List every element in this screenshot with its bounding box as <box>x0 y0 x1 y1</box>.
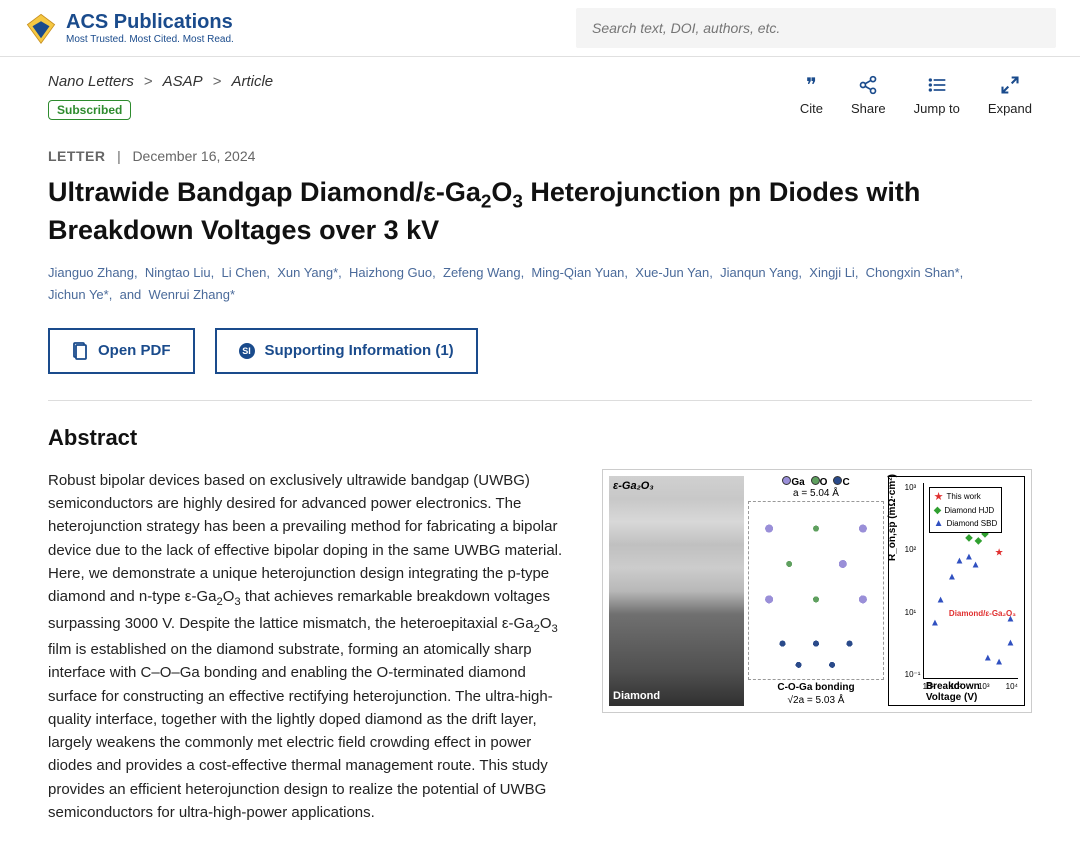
divider <box>48 400 1032 401</box>
lattice-diagram <box>748 501 883 680</box>
author[interactable]: Zefeng Wang, <box>443 265 524 280</box>
author[interactable]: Li Chen, <box>222 265 270 280</box>
author[interactable]: Ningtao Liu, <box>145 265 214 280</box>
breadcrumb-item[interactable]: ASAP <box>163 73 203 90</box>
authors-list: Jianguo Zhang, Ningtao Liu, Li Chen, Xun… <box>48 262 1032 306</box>
breadcrumb: Nano Letters > ASAP > Article <box>48 73 273 90</box>
chart-legend: ★This work ◆Diamond HJD ▲Diamond SBD <box>929 487 1003 533</box>
breadcrumb-sep: > <box>144 73 153 90</box>
figure-panel-lattice: Ga O C a = 5.04 Å C-O-Ga bonding √2a = 5… <box>748 476 883 706</box>
chart-ylabel: R_on,sp (mΩ·cm²) <box>887 474 898 561</box>
brand-name: ACS Publications <box>66 11 234 34</box>
author[interactable]: Jianguo Zhang, <box>48 265 138 280</box>
expand-icon <box>1000 73 1020 97</box>
breadcrumb-sep: > <box>213 73 222 90</box>
author[interactable]: Haizhong Guo, <box>349 265 436 280</box>
share-icon <box>858 73 878 97</box>
author[interactable]: Jichun Ye*, <box>48 287 112 302</box>
jumpto-button[interactable]: Jump to <box>914 73 960 116</box>
list-icon <box>927 73 947 97</box>
figure-panel-tem: ε-Ga₂O₃ Diamond <box>609 476 744 706</box>
article-meta: LETTER | December 16, 2024 <box>48 148 1032 164</box>
pdf-icon <box>72 342 88 360</box>
acs-logo-icon <box>24 11 58 45</box>
article-toolbar: ❞ Cite Share Jump to Expand <box>800 73 1032 116</box>
article-title: Ultrawide Bandgap Diamond/ε-Ga2O3 Hetero… <box>48 176 1032 248</box>
abstract-text: Robust bipolar devices based on exclusiv… <box>48 469 578 824</box>
abstract-body: Robust bipolar devices based on exclusiv… <box>48 469 1032 824</box>
chart-annotation: Diamond/ε-Ga₂O₃ <box>949 609 1016 618</box>
author[interactable]: Chongxin Shan*, <box>866 265 964 280</box>
open-pdf-button[interactable]: Open PDF <box>48 328 195 374</box>
author[interactable]: Wenrui Zhang* <box>149 287 235 302</box>
subscribed-badge: Subscribed <box>48 100 131 120</box>
si-badge-icon: SI <box>239 343 255 359</box>
brand-tagline: Most Trusted. Most Cited. Most Read. <box>66 34 234 45</box>
share-button[interactable]: Share <box>851 73 886 116</box>
search-input[interactable] <box>576 8 1056 48</box>
cite-button[interactable]: ❞ Cite <box>800 73 823 116</box>
chart-xlabel: Breakdown Voltage (V) <box>926 681 994 703</box>
abstract-heading: Abstract <box>48 425 1032 451</box>
supporting-info-button[interactable]: SI Supporting Information (1) <box>215 328 478 374</box>
brand-logo[interactable]: ACS Publications Most Trusted. Most Cite… <box>24 11 234 45</box>
topbar: ACS Publications Most Trusted. Most Cite… <box>0 0 1080 57</box>
author[interactable]: Xue-Jun Yan, <box>635 265 713 280</box>
action-buttons: Open PDF SI Supporting Information (1) <box>48 328 1032 374</box>
breadcrumb-item[interactable]: Article <box>231 73 273 90</box>
author[interactable]: Xun Yang*, <box>277 265 342 280</box>
author[interactable]: Ming-Qian Yuan, <box>531 265 628 280</box>
article-date: December 16, 2024 <box>132 148 255 164</box>
author[interactable]: Xingji Li, <box>809 265 858 280</box>
article-type: LETTER <box>48 148 105 164</box>
figure-panel-chart: 10³ 10² 10¹ 10⁻¹ R_on,sp (mΩ·cm²) ▲▲▲▲▲▲… <box>888 476 1025 706</box>
quote-icon: ❞ <box>806 73 817 97</box>
expand-button[interactable]: Expand <box>988 73 1032 116</box>
breadcrumb-item[interactable]: Nano Letters <box>48 73 134 90</box>
header-row: Nano Letters > ASAP > Article Subscribed… <box>48 73 1032 120</box>
abstract-figure[interactable]: ε-Ga₂O₃ Diamond Ga O C a = 5.04 Å C-O-Ga… <box>602 469 1032 713</box>
author[interactable]: Jianqun Yang, <box>720 265 802 280</box>
content: Nano Letters > ASAP > Article Subscribed… <box>0 57 1080 848</box>
